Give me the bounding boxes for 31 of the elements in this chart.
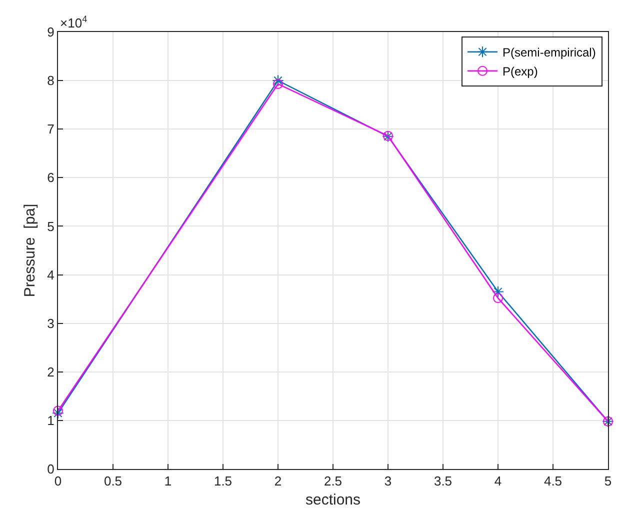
y-tick-label: 5: [47, 218, 54, 234]
y-tick-label: 8: [47, 73, 54, 88]
x-tick-label: 1.5: [214, 474, 232, 489]
point: [273, 78, 283, 89]
x-axis-title: sections: [305, 492, 361, 509]
legend-label: P(semi-empirical): [502, 46, 596, 60]
y-tick-label: 3: [47, 316, 54, 331]
y-tick-label: 4: [47, 267, 54, 282]
y-tick-label: 2: [47, 364, 54, 380]
x-tick-label: 1: [164, 474, 172, 489]
point: [492, 286, 504, 298]
x-tick-label: 2.5: [324, 474, 342, 489]
point: [272, 74, 284, 86]
x-tick-label: 0.5: [104, 474, 122, 489]
x-tick-label: 4: [494, 474, 502, 489]
text: ×10$^{4}$: [60, 14, 88, 30]
y-tick-label: 1: [47, 412, 54, 428]
x-tick-label: 5: [604, 474, 612, 489]
point: [52, 407, 64, 420]
legend-label: P(exp): [502, 64, 538, 79]
y-tick-label: 0: [47, 462, 54, 477]
x-tick-label: 3: [384, 474, 392, 489]
x-tick-label: 4.5: [544, 474, 562, 489]
point: [53, 406, 63, 416]
y-axis-title: Pressure [pa]: [21, 204, 38, 298]
x-tick-label: 2: [274, 474, 282, 489]
y-tick-label: 6: [47, 170, 54, 186]
x-tick-label: 3.5: [434, 474, 452, 489]
y-tick-label: 9: [47, 24, 54, 40]
point: [493, 293, 503, 304]
y-tick-label: 7: [47, 122, 54, 137]
